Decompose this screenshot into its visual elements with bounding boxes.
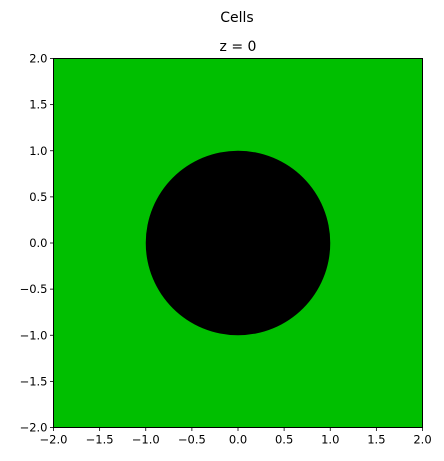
x-tick-label: −1.5: [86, 433, 114, 447]
x-tick-label: 0.0: [229, 433, 247, 447]
y-tick-label: −0.5: [20, 282, 48, 296]
x-tick-label: −1.0: [132, 433, 160, 447]
x-tick-label: 1.5: [367, 433, 385, 447]
region-circle-cell: [145, 150, 331, 336]
y-tick-label: 0.0: [29, 236, 47, 250]
x-axis: −2.0 −1.5 −1.0 −0.5 0.0 0.5 1.0 1.5 2.0: [40, 427, 432, 447]
x-tick-label: −0.5: [178, 433, 206, 447]
y-tick-label: 0.5: [29, 190, 47, 204]
y-tick-label: 2.0: [29, 52, 47, 66]
y-tick-label: −1.5: [20, 374, 48, 388]
y-tick-label: −1.0: [20, 328, 48, 342]
y-tick-label: −2.0: [20, 421, 48, 435]
y-tick-label: 1.5: [29, 98, 47, 112]
axes-frame: [53, 58, 423, 428]
x-tick-label: 2.0: [413, 433, 431, 447]
plot-area: [53, 58, 423, 428]
y-axis: 2.0 1.5 1.0 0.5 0.0 −0.5 −1.0 −1.5 −2.0: [20, 52, 54, 435]
figure-suptitle: Cells: [220, 10, 253, 26]
x-tick-label: −2.0: [40, 433, 68, 447]
x-tick-label: 0.5: [275, 433, 293, 447]
axes-title: z = 0: [220, 39, 257, 55]
y-tick-label: 1.0: [29, 144, 47, 158]
x-tick-label: 1.0: [321, 433, 339, 447]
